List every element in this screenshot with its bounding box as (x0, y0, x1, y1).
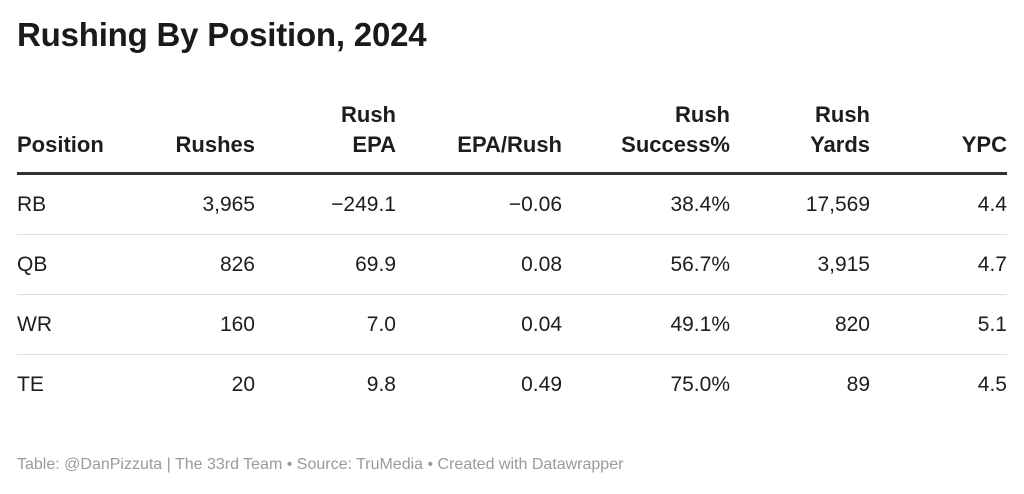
cell-epa-rush: 0.49 (521, 372, 562, 396)
footer-credits: Table: @DanPizzuta | The 33rd Team • Sou… (17, 456, 624, 473)
cell-position: RB (17, 173, 147, 235)
cell-rushes: 20 (231, 372, 255, 396)
cell-rushes: 160 (147, 294, 255, 355)
cell-position: TE (17, 372, 44, 396)
table-row: WR 160 7.0 0.04 49.1% 820 5.1 (17, 294, 1007, 355)
column-header-text: Rush (815, 102, 870, 127)
cell-ypc: 4.4 (870, 173, 1007, 235)
column-header-text: EPA/Rush (457, 132, 562, 157)
cell-rush-epa: 69.9 (255, 234, 396, 295)
column-header-rush-epa: Rush EPA (255, 100, 396, 175)
column-header-rush-success: Rush Success% (562, 100, 730, 175)
column-header-position: Position (17, 100, 147, 175)
cell-epa-rush: 0.04 (396, 294, 562, 355)
cell-epa-rush: 0.08 (396, 234, 562, 295)
column-header-text: Rush (675, 102, 730, 127)
cell-ypc: 4.7 (870, 234, 1007, 295)
column-header-text: EPA (352, 132, 396, 157)
column-header-epa-rush: EPA/Rush (396, 100, 562, 175)
cell-position: QB (17, 234, 147, 295)
cell-rush-yards: 3,915 (730, 234, 870, 295)
column-header-text: Yards (810, 132, 870, 157)
column-header-text: Rush (341, 102, 396, 127)
cell-ypc: 4.5 (977, 372, 1007, 396)
cell-rush-epa: 7.0 (255, 294, 396, 355)
cell-rush-yards: 89 (846, 372, 870, 396)
data-table: Position Rushes Rush EPA EPA/Rush Rush Success… (17, 100, 1007, 414)
cell-rush-yards: 17,569 (730, 173, 870, 235)
column-header-rush-yards: Rush Yards (730, 100, 870, 175)
table-row: TE 20 9.8 0.49 75.0% 89 4.5 (17, 355, 1007, 415)
cell-rush-success: 49.1% (562, 294, 730, 355)
cell-rush-success: 56.7% (562, 234, 730, 295)
cell-rush-yards: 820 (730, 294, 870, 355)
cell-rush-epa: 9.8 (366, 372, 396, 396)
cell-ypc: 5.1 (870, 294, 1007, 355)
cell-rushes: 826 (147, 234, 255, 295)
cell-rushes: 3,965 (147, 173, 255, 235)
cell-rush-epa: −249.1 (255, 173, 396, 235)
column-header-ypc: YPC (870, 100, 1007, 175)
column-header-text: YPC (961, 132, 1007, 157)
column-header-rushes: Rushes (147, 100, 255, 175)
page-title: Rushing By Position, 2024 (17, 16, 427, 53)
cell-rush-success: 75.0% (670, 372, 730, 396)
table-row: RB 3,965 −249.1 −0.06 38.4% 17,569 4.4 (17, 173, 1007, 235)
column-header-text: Rushes (175, 132, 255, 157)
table-header-row: Position Rushes Rush EPA EPA/Rush Rush Success… (17, 100, 1007, 175)
column-header-text: Success% (621, 132, 730, 157)
table-row: QB 826 69.9 0.08 56.7% 3,915 4.7 (17, 234, 1007, 295)
column-header-text: Position (17, 132, 104, 157)
table-body: RB 3,965 −249.1 −0.06 38.4% 17,569 4.4 QB 826 69.… (17, 173, 1007, 415)
cell-epa-rush: −0.06 (396, 173, 562, 235)
cell-rush-success: 38.4% (562, 173, 730, 235)
cell-position: WR (17, 294, 147, 355)
